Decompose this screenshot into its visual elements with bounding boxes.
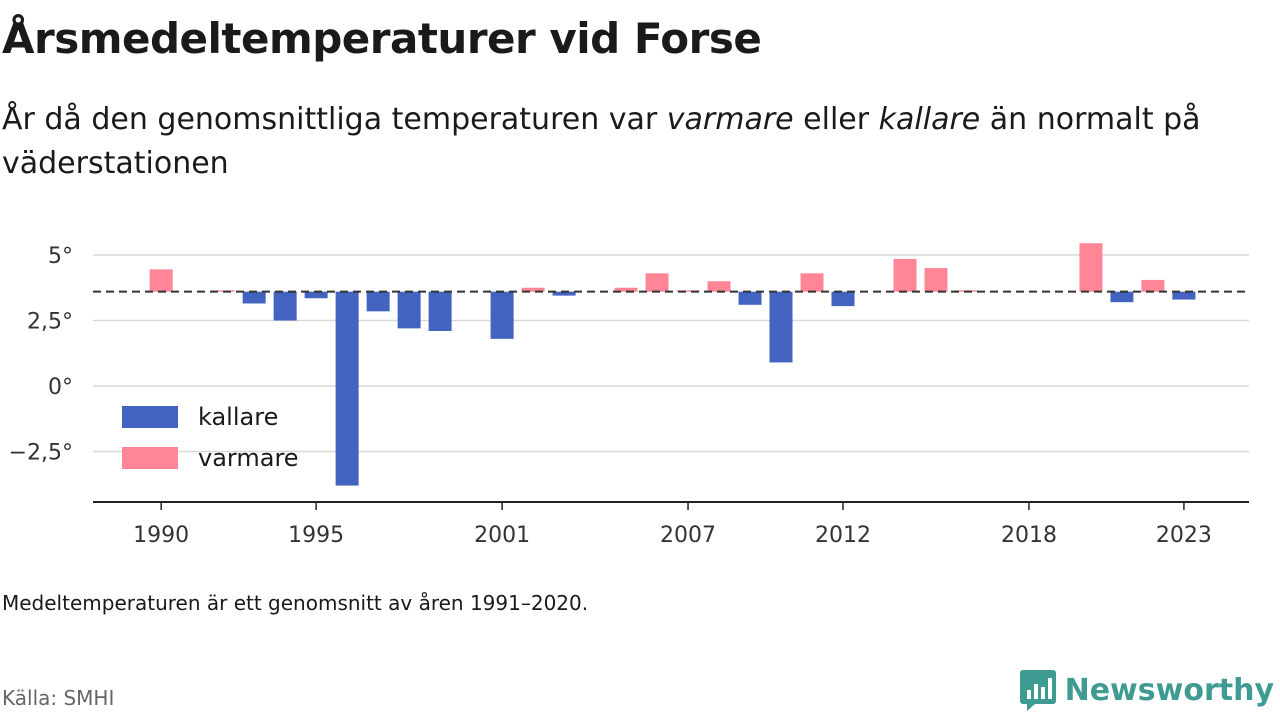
grid-lines — [93, 254, 1249, 453]
bar-colder — [428, 291, 452, 331]
bar-warmer — [1079, 243, 1103, 292]
bars — [149, 243, 1196, 486]
bar-colder — [273, 291, 297, 321]
x-tick-label: 2023 — [1156, 523, 1212, 548]
chart-subtitle: År då den genomsnittliga temperaturen va… — [2, 98, 1272, 186]
y-tick-label: −2,5° — [9, 441, 73, 466]
bar-colder — [552, 291, 576, 296]
subtitle-emphasis-warmer: varmare — [666, 102, 794, 137]
x-tick-label: 2007 — [660, 523, 716, 548]
x-tick-label: 1995 — [288, 523, 344, 548]
subtitle-emphasis-colder: kallare — [878, 102, 981, 137]
newsworthy-logo-text: Newsworthy — [1064, 672, 1274, 708]
bar-colder — [242, 291, 266, 304]
y-tick-label: 5° — [48, 244, 73, 269]
footnote: Medeltemperaturen är ett genomsnitt av å… — [2, 591, 589, 615]
legend: kallare varmare — [122, 403, 299, 472]
subtitle-text-2: eller — [793, 102, 879, 137]
bar-colder — [490, 291, 514, 339]
bar-warmer — [893, 258, 917, 292]
bar-warmer — [645, 273, 669, 292]
bar-warmer — [521, 287, 545, 292]
x-tick-label: 2018 — [1001, 523, 1057, 548]
subtitle-text-3: än normalt på väderstationen — [2, 102, 1201, 181]
y-tick-label: 2,5° — [27, 310, 73, 335]
newsworthy-logo-icon — [1019, 670, 1056, 711]
x-tick-label: 1990 — [133, 523, 189, 548]
axes: 5° 2,5° 0° −2,5° 1990 1995 2001 2007 2012 2018 202… — [9, 244, 1249, 548]
legend-label-colder: kallare — [198, 403, 278, 431]
y-tick-label: 0° — [48, 375, 73, 400]
subtitle-text-1: År då den genomsnittliga temperaturen va… — [2, 102, 667, 137]
bar-colder — [397, 291, 421, 329]
bar-colder — [769, 291, 793, 363]
legend-swatch-warmer — [122, 447, 178, 469]
x-tick-label: 2001 — [474, 523, 530, 548]
bar-colder — [738, 291, 762, 305]
bar-warmer — [1141, 279, 1165, 292]
legend-label-warmer: varmare — [198, 444, 299, 472]
bar-warmer — [924, 268, 948, 292]
x-tick-label: 2012 — [815, 523, 871, 548]
bar-warmer — [614, 287, 638, 292]
bar-colder — [335, 291, 359, 486]
bar-colder — [1172, 291, 1196, 300]
legend-swatch-colder — [122, 406, 178, 428]
chart-title: Årsmedeltemperaturer vid Forse — [2, 14, 762, 63]
source-credit: Källa: SMHI — [2, 686, 115, 710]
bar-warmer — [707, 281, 731, 292]
bar-colder — [1110, 291, 1134, 303]
bar-colder — [831, 291, 855, 307]
bar-warmer — [149, 269, 173, 292]
newsworthy-logo: Newsworthy — [1019, 668, 1274, 712]
bar-colder — [304, 291, 328, 299]
bar-warmer — [800, 273, 824, 292]
temperature-bar-chart: 5° 2,5° 0° −2,5° 1990 1995 2001 2007 2012 2018 202… — [9, 243, 1249, 548]
bar-colder — [366, 291, 390, 312]
bar-warmer — [676, 290, 700, 292]
